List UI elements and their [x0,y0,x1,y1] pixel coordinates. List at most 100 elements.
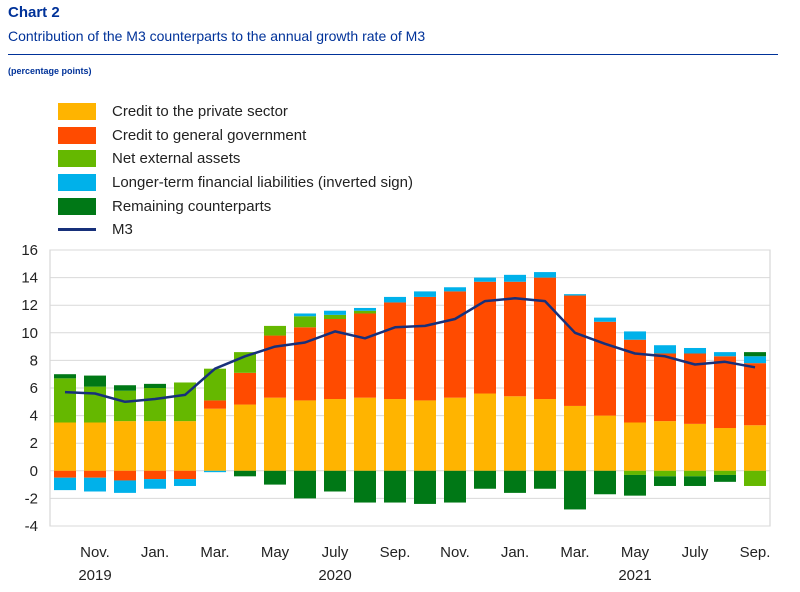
x-tick-label: Mar. [200,544,229,561]
bar-segment-longer-term-liabilities [684,347,706,354]
bar-segment-net-external-assets [624,470,646,475]
bar-segment-longer-term-liabilities [714,352,736,357]
bar-segment-private-credit [354,397,376,471]
bar-segment-remaining-counterparts [504,470,526,493]
bar-segment-government-credit [54,470,76,478]
bar-segment-longer-term-liabilities [624,331,646,340]
bar-segment-longer-term-liabilities [384,296,406,303]
legend-item-m3: M3 [58,218,413,242]
bar-segment-longer-term-liabilities [144,479,166,489]
bar-segment-private-credit [324,399,346,471]
y-tick-label: 10 [21,325,38,342]
bar-segment-longer-term-liabilities [324,310,346,315]
y-tick-label: 12 [21,297,38,314]
bar-segment-longer-term-liabilities [354,307,376,311]
bar-segment-government-credit [654,353,676,422]
y-tick-label: 4 [30,408,38,425]
bar-segment-net-external-assets [744,470,766,486]
bar-segment-longer-term-liabilities [744,356,766,364]
bar-segment-government-credit [684,353,706,424]
bar-segment-private-credit [54,422,76,471]
bar-segment-remaining-counterparts [84,375,106,387]
y-tick-label: 16 [21,242,38,259]
bar-segment-government-credit [444,291,466,398]
legend-swatch [58,197,96,215]
bar-segment-private-credit [744,425,766,471]
bar-segment-net-external-assets [264,325,286,336]
legend-label: Longer-term financial liabilities (inver… [112,174,413,192]
legend: Credit to the private sector Credit to g… [58,100,413,242]
bar-segment-government-credit [114,470,136,481]
bar-segment-private-credit [144,421,166,471]
bar-segment-remaining-counterparts [354,470,376,503]
bar-segment-government-credit [534,277,556,400]
bar-segment-remaining-counterparts [744,352,766,357]
bar-segment-longer-term-liabilities [204,470,226,473]
bar-segment-government-credit [504,281,526,397]
bar-segment-government-credit [84,470,106,478]
bar-segment-longer-term-liabilities [594,317,616,322]
chart-plot: 16 14 12 10 8 6 4 2 0 -2 -4 Nov. 2019 Jan. Mar. May July… [21,242,771,584]
legend-item-remaining-counterparts: Remaining counterparts [58,194,413,218]
x-tick-label: July [322,544,349,561]
x-tick-label: Mar. [560,544,589,561]
bar-segment-private-credit [444,397,466,471]
bar-segment-government-credit [714,356,736,429]
bar-segment-longer-term-liabilities [444,287,466,292]
legend-swatch [58,150,96,168]
x-tick-label: Jan. [501,544,529,561]
legend-line-swatch [58,228,96,232]
bar-segment-net-external-assets [324,314,346,319]
y-tick-label: -2 [25,490,38,507]
bar-segment-government-credit [384,302,406,400]
bar-segment-longer-term-liabilities [54,477,76,491]
bar-segment-private-credit [384,399,406,471]
bar-segment-private-credit [204,408,226,471]
bar-segment-remaining-counterparts [594,470,616,495]
bar-segment-private-credit [654,421,676,471]
bar-segment-remaining-counterparts [714,474,736,482]
m3-line [64,297,756,404]
x-tick-label: Jan. [141,544,169,561]
legend-swatch [58,174,96,192]
bar-segment-longer-term-liabilities [654,345,676,354]
x-tick-label: Sep. [740,544,771,561]
bar-segment-government-credit [564,295,586,406]
bar-segment-remaining-counterparts [474,470,496,489]
title-divider [8,54,778,55]
bar-segment-net-external-assets [294,316,316,328]
x-tick-label: May [621,544,650,561]
chart-title: Contribution of the M3 counterparts to t… [8,28,426,44]
units-label: (percentage points) [8,66,92,76]
bar-segment-longer-term-liabilities [84,477,106,492]
bar-segment-private-credit [474,393,496,471]
bar-segment-net-external-assets [144,388,166,422]
bar-segment-government-credit [324,319,346,400]
bar-segment-government-credit [744,363,766,426]
x-tick-label: July [682,544,709,561]
y-tick-label: 14 [21,270,38,287]
bar-segment-remaining-counterparts [294,470,316,499]
bar-segment-private-credit [564,405,586,471]
bar-segment-private-credit [84,422,106,471]
x-year-label: 2020 [318,567,351,584]
bar-segment-remaining-counterparts [384,470,406,503]
bar-segment-private-credit [684,423,706,471]
bar-segment-remaining-counterparts [684,476,706,486]
bar-segment-government-credit [354,313,376,398]
bar-segment-government-credit [624,339,646,423]
bar-segment-remaining-counterparts [564,470,586,510]
bar-segment-remaining-counterparts [264,470,286,485]
legend-swatch [58,103,96,121]
bar-segment-longer-term-liabilities [474,277,496,282]
bar-segment-private-credit [714,428,736,471]
bar-segment-remaining-counterparts [534,470,556,489]
bar-segment-government-credit [594,321,616,416]
bar-segment-remaining-counterparts [444,470,466,503]
bar-segment-government-credit [234,372,256,405]
bar-segment-longer-term-liabilities [564,294,586,296]
bar-segment-private-credit [114,421,136,471]
bar-segment-longer-term-liabilities [174,479,196,486]
x-tick-label: Nov. [440,544,470,561]
legend-label: Credit to the private sector [112,103,288,121]
